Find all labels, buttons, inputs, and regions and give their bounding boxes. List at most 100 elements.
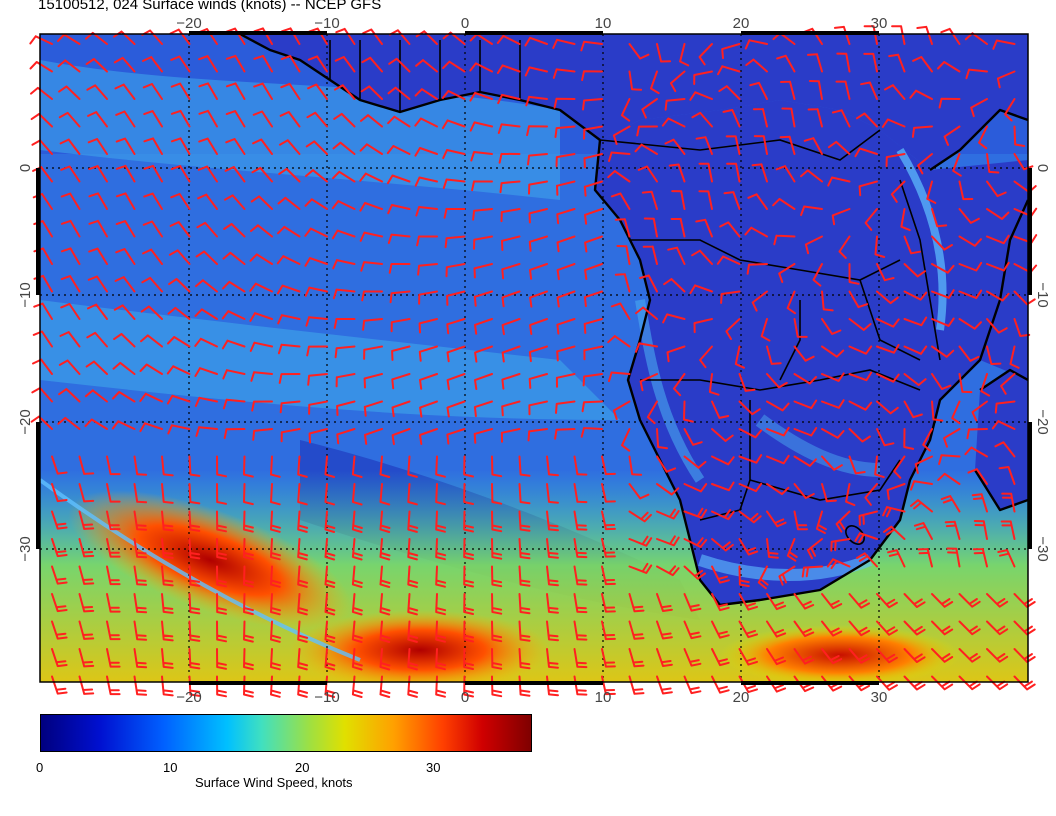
wind-barb [243,565,254,588]
wind-barb [498,152,521,164]
wind-barb [793,510,808,531]
wind-barb [446,318,466,335]
wind-barb [84,389,108,403]
wind-barb [435,675,447,698]
wind-barb [139,363,163,375]
wind-barb [474,373,493,390]
wind-barb [528,180,548,195]
wind-barb [225,138,246,155]
wind-barb [324,620,336,643]
wind-barb [133,620,148,641]
wind-barb [331,200,356,210]
wind-barb [656,455,677,473]
wind-barb [738,373,756,392]
wind-barb [304,227,328,238]
wind-barb [722,109,741,128]
wind-barb [470,151,493,162]
wind-barb [580,427,603,438]
wind-barb [986,180,1007,198]
wind-barb [324,565,336,588]
wind-barb [903,593,926,608]
wind-barb [581,400,603,413]
wind-barb [195,279,218,293]
wind-barb [324,593,336,616]
wind-barb [693,70,713,85]
wind-barb [463,648,474,670]
wind-barb [766,426,790,437]
wind-barb [333,318,356,329]
wind-barb [280,82,301,100]
wind-barb [656,428,668,450]
wind-barb [670,217,686,238]
wind-barb [305,140,328,155]
wind-barb [332,141,356,155]
wind-barb [808,80,823,100]
lon-label-bottom: −10 [314,689,339,706]
wind-barb [874,235,886,258]
country-borders [329,40,941,545]
wind-barb [51,675,68,695]
wind-barb [473,290,493,307]
lat-label-left: 0 [17,164,34,172]
wind-barb [115,164,136,183]
wind-barb [297,510,309,533]
wind-barb [821,483,837,503]
wind-barb [554,125,576,138]
wind-barb [331,229,356,240]
wind-barb [793,593,815,610]
wind-barb [608,371,631,383]
wind-barb [133,675,148,696]
wind-barb [573,648,588,669]
wind-barb [669,70,686,93]
wind-barb [143,137,163,155]
wind-barb [216,593,227,615]
wind-barb [252,138,273,155]
wind-barb [931,400,944,422]
wind-barb [864,208,878,231]
wind-barb [801,565,823,578]
wind-barb [407,510,419,533]
wind-barb [188,483,201,505]
wind-barb [85,58,108,73]
wind-barb [198,82,218,100]
wind-barb [51,620,68,640]
wind-barb [970,98,988,118]
wind-barb [664,98,686,111]
wind-barb [666,345,686,363]
wind-barb [966,428,988,440]
wind-barb [58,359,81,375]
wind-barb [142,220,163,238]
wind-barb [435,620,447,643]
wind-barb [113,333,136,348]
wind-barb [351,483,363,506]
wind-barb [931,317,955,327]
wind-barb [994,400,1016,414]
wind-barb [170,137,191,155]
wind-barb [720,290,741,304]
wind-barb [51,483,68,503]
wind-barb [270,620,281,643]
wind-barb [971,400,988,422]
wind-barb [833,25,851,45]
wind-barb [903,263,926,278]
wind-barb [573,620,588,641]
wind-barb [501,290,521,308]
wind-barb [719,221,741,238]
wind-barb [529,263,548,280]
wind-barb [656,508,680,520]
wind-barb [435,648,447,671]
wind-barb [793,427,818,437]
wind-barb [526,125,548,137]
wind-barb [198,55,218,73]
wind-barb [734,345,745,369]
wind-barb [216,565,227,588]
wind-barb [628,510,652,523]
wind-barb [407,455,418,478]
wind-barb [992,39,1016,50]
wind-barb [297,675,309,698]
wind-barb [335,27,356,45]
wind-barb [815,510,827,534]
wind-barb [751,290,768,312]
wind-barb [980,373,991,397]
wind-barb [876,373,900,383]
